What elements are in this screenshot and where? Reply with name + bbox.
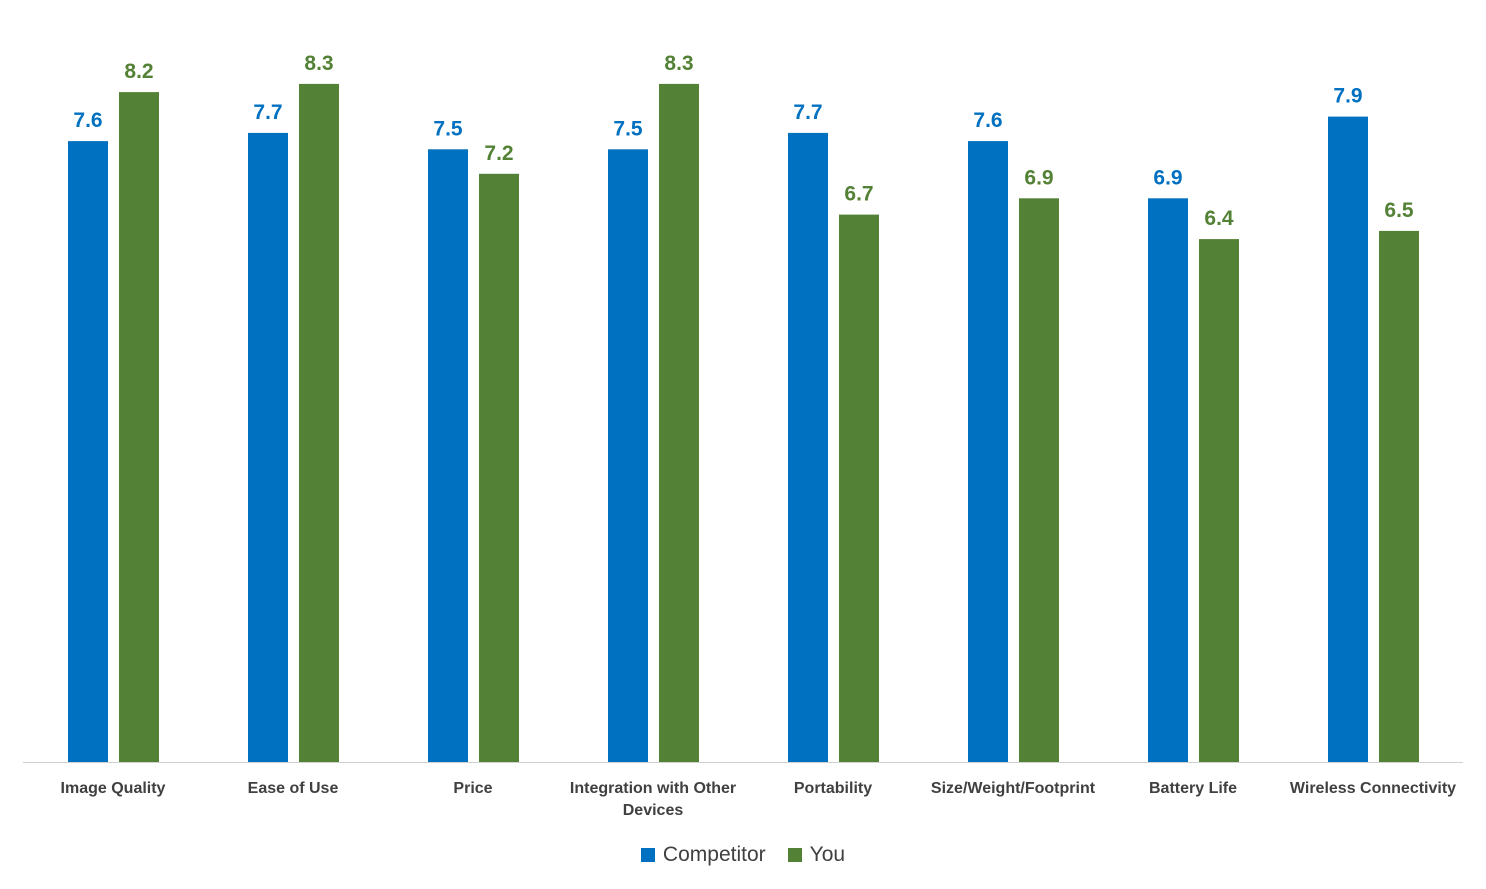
x-tick-label-wireless-connectivity: Wireless Connectivity: [1290, 780, 1456, 797]
data-label-competitor-ease-of-use: 7.7: [253, 101, 282, 124]
data-label-competitor-size-weight-footprint: 7.6: [973, 109, 1002, 132]
bar-competitor-wireless-connectivity: [1328, 116, 1368, 763]
x-tick-label-battery-life: Battery Life: [1149, 780, 1237, 797]
x-tick-label-image-quality: Image Quality: [61, 780, 166, 797]
bar-competitor-portability: [788, 132, 828, 762]
x-tick-label-integration-with-other-devices: Integration with Other Devices: [570, 780, 736, 819]
data-label-you-image-quality: 8.2: [124, 60, 153, 83]
data-label-you-ease-of-use: 8.3: [304, 52, 333, 75]
legend-item-you: You: [787, 843, 846, 867]
bar-competitor-ease-of-use: [248, 132, 288, 762]
bar-competitor-integration-with-other-devices: [608, 149, 648, 763]
data-label-you-size-weight-footprint: 6.9: [1024, 166, 1053, 189]
data-label-you-wireless-connectivity: 6.5: [1384, 199, 1414, 222]
bar-you-portability: [839, 214, 879, 763]
bar-chart: 7.6 8.2 Image Quality 7.7 8.3 Ease of Use 7.5 7…: [23, 52, 1463, 819]
data-label-competitor-wireless-connectivity: 7.9: [1333, 85, 1362, 108]
legend-swatch-you: [787, 848, 802, 862]
data-label-you-integration-with-other-devices: 8.3: [664, 52, 693, 75]
x-tick-label-portability: Portability: [794, 780, 872, 797]
legend-swatch-competitor: [640, 848, 655, 862]
x-tick-label-ease-of-use: Ease of Use: [248, 780, 339, 797]
data-label-you-battery-life: 6.4: [1204, 207, 1234, 230]
labels-layer: 7.6 8.2 Image Quality 7.7 8.3 Ease of Use 7.5 7…: [61, 52, 1457, 819]
bars-layer: [68, 83, 1419, 763]
bar-you-price: [479, 173, 519, 763]
bar-competitor-image-quality: [68, 141, 108, 763]
legend: Competitor You: [0, 840, 1486, 870]
data-label-competitor-portability: 7.7: [793, 101, 822, 124]
bar-you-battery-life: [1199, 239, 1239, 763]
bar-competitor-size-weight-footprint: [968, 141, 1008, 763]
data-label-you-portability: 6.7: [844, 183, 873, 206]
data-label-competitor-price: 7.5: [433, 117, 463, 140]
legend-label-competitor: Competitor: [662, 843, 766, 866]
bar-you-image-quality: [119, 92, 159, 763]
bar-you-wireless-connectivity: [1379, 230, 1419, 762]
data-label-competitor-image-quality: 7.6: [73, 109, 102, 132]
data-label-you-price: 7.2: [484, 142, 513, 165]
bar-competitor-price: [428, 149, 468, 763]
x-tick-label-size-weight-footprint: Size/Weight/Footprint: [931, 780, 1096, 797]
data-label-competitor-battery-life: 6.9: [1153, 166, 1182, 189]
bar-you-integration-with-other-devices: [659, 83, 699, 762]
bar-competitor-battery-life: [1148, 198, 1188, 763]
bar-you-size-weight-footprint: [1019, 198, 1059, 763]
data-label-competitor-integration-with-other-devices: 7.5: [613, 117, 643, 140]
legend-item-competitor: Competitor: [640, 843, 766, 867]
bar-you-ease-of-use: [299, 83, 339, 762]
legend-label-you: You: [809, 843, 846, 866]
x-tick-label-price: Price: [453, 780, 492, 797]
